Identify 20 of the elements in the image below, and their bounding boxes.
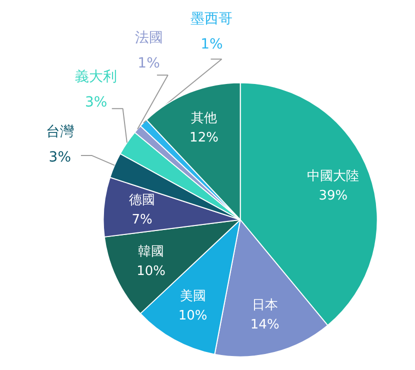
data-label: 14%	[250, 318, 280, 333]
data-label: 10%	[136, 264, 166, 280]
data-label: 12%	[190, 130, 218, 146]
slice-label: 法國	[134, 30, 163, 46]
slice-label: 德國	[129, 193, 156, 208]
slice-label: 其他	[190, 110, 217, 126]
data-label: 1%	[138, 55, 160, 72]
slice-label: 日本	[252, 298, 278, 314]
slice-label: 義大利	[75, 69, 118, 86]
slice-label: 墨西哥	[190, 11, 233, 28]
data-label: 39%	[318, 188, 348, 204]
slice-label: 中國大陸	[307, 169, 360, 184]
slice-label: 美國	[180, 288, 206, 304]
data-label: 3%	[84, 94, 108, 111]
data-label: 10%	[178, 308, 208, 324]
slice-label: 韓國	[138, 244, 164, 260]
data-label: 7%	[132, 212, 152, 228]
data-label: 1%	[200, 36, 223, 53]
slice-label: 台灣	[46, 124, 74, 140]
data-label: 3%	[48, 149, 72, 166]
